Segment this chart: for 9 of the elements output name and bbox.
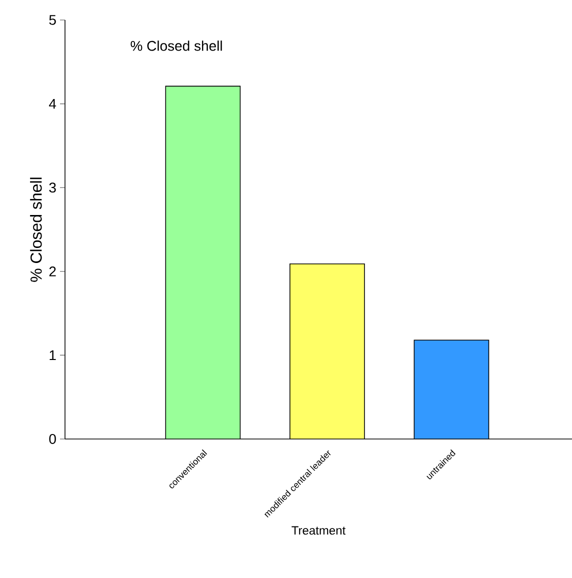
text: % Closed shell — [130, 40, 222, 51]
y-tick-label: 5 — [49, 15, 56, 25]
y-tick-label: 3 — [49, 182, 56, 193]
y-tick-label: 1 — [50, 350, 56, 360]
y-tick-label: 0 — [49, 434, 56, 444]
x-axis-title: Treatment — [292, 526, 346, 535]
y-tick-label: 4 — [48, 98, 56, 109]
y-axis-title: % Closed shell — [30, 178, 42, 282]
y-tick-label: 2 — [49, 266, 56, 276]
